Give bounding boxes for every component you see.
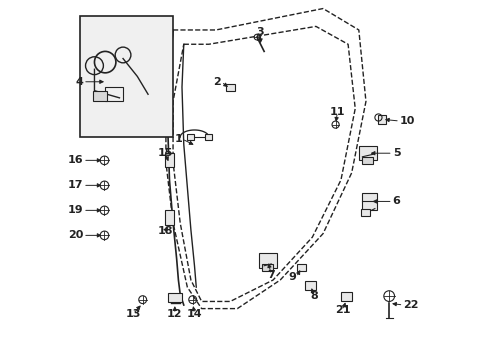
- Bar: [205, 134, 212, 140]
- Text: 21: 21: [334, 305, 350, 315]
- Text: 6: 6: [392, 197, 400, 206]
- Text: 17: 17: [67, 180, 83, 190]
- Bar: [340, 292, 351, 301]
- Bar: [225, 84, 234, 91]
- Bar: [164, 210, 174, 225]
- Text: 2: 2: [213, 77, 221, 87]
- Text: 22: 22: [403, 300, 418, 310]
- Text: 9: 9: [288, 272, 296, 282]
- Bar: [377, 115, 386, 124]
- Bar: [358, 146, 376, 160]
- Text: 14: 14: [186, 309, 202, 319]
- Text: 13: 13: [125, 309, 141, 319]
- Text: 3: 3: [256, 27, 264, 37]
- Bar: [164, 153, 174, 167]
- Bar: [258, 253, 276, 267]
- Text: 12: 12: [167, 309, 182, 319]
- Text: 16: 16: [67, 156, 83, 165]
- Bar: [93, 91, 107, 102]
- Text: 8: 8: [310, 291, 317, 301]
- Bar: [187, 134, 194, 140]
- Text: 11: 11: [329, 107, 345, 117]
- Bar: [305, 281, 315, 290]
- Text: 15: 15: [157, 148, 173, 158]
- Text: 19: 19: [67, 205, 83, 215]
- Text: 20: 20: [67, 230, 83, 240]
- Text: 18: 18: [157, 226, 173, 236]
- Bar: [105, 87, 123, 102]
- Bar: [361, 208, 370, 216]
- Bar: [80, 16, 173, 137]
- Text: 7: 7: [267, 270, 275, 280]
- Text: 5: 5: [392, 148, 400, 158]
- Bar: [362, 193, 376, 210]
- Text: 1: 1: [174, 134, 182, 144]
- Text: 4: 4: [75, 77, 83, 87]
- Bar: [167, 293, 182, 302]
- Text: 10: 10: [399, 116, 414, 126]
- Bar: [262, 264, 272, 271]
- Bar: [297, 264, 305, 271]
- Bar: [362, 157, 372, 164]
